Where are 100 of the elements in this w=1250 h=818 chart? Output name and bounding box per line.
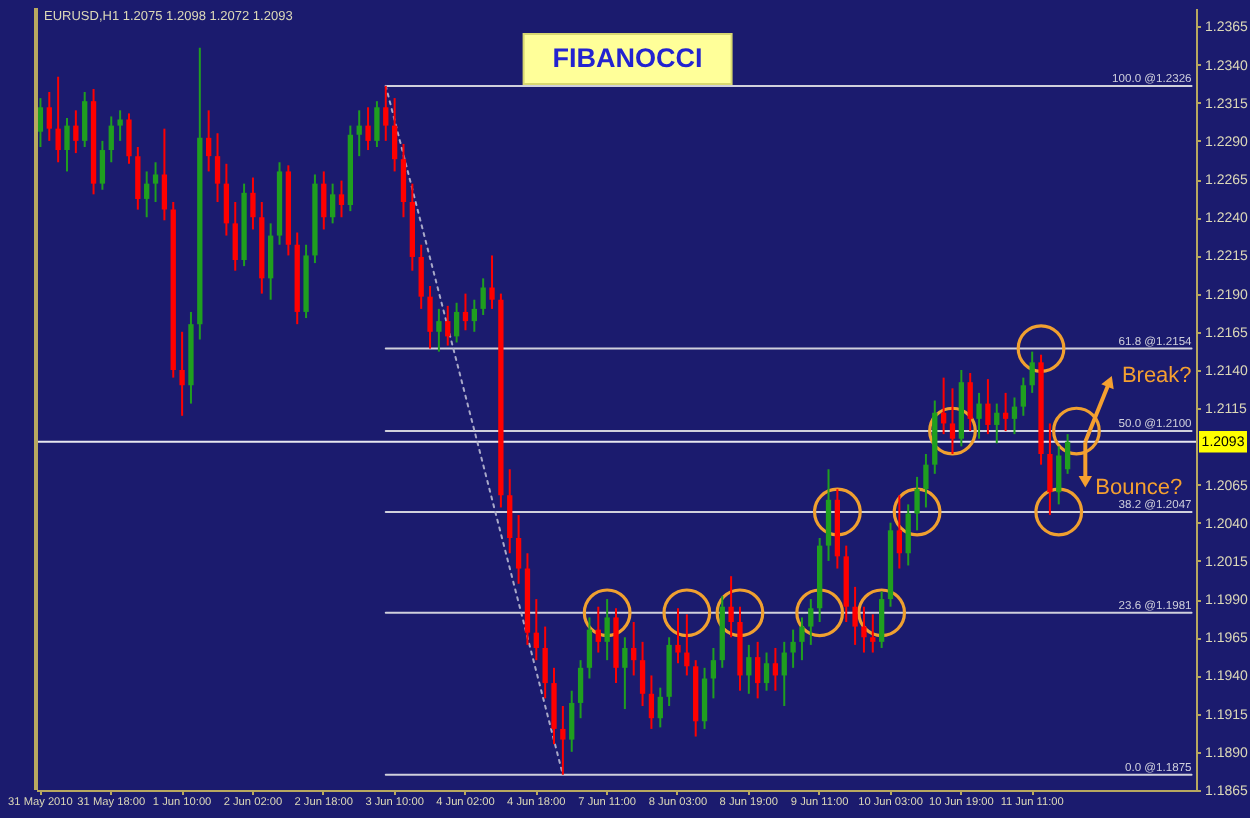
candlestick	[825, 468, 832, 562]
candlestick	[356, 109, 362, 158]
candlestick	[675, 607, 681, 665]
candlestick	[852, 585, 858, 646]
candlestick	[710, 646, 717, 700]
point	[795, 588, 845, 638]
candlestick	[489, 254, 495, 310]
candlestick	[595, 605, 601, 654]
candlestick	[445, 304, 451, 347]
candlestick	[268, 222, 274, 301]
candlestick	[37, 97, 44, 148]
annotation: Bounce?	[1095, 475, 1183, 500]
candlestick	[82, 91, 88, 148]
candlestick	[453, 301, 460, 344]
candlestick	[1064, 433, 1071, 475]
candlestick	[117, 109, 123, 142]
point	[857, 588, 907, 638]
point	[715, 588, 765, 638]
candlestick	[64, 116, 70, 173]
candlestick	[144, 170, 150, 219]
candlestick	[631, 620, 637, 677]
point	[812, 487, 862, 537]
candlestick	[471, 298, 477, 333]
candlestick	[179, 330, 185, 417]
candlestick	[896, 494, 903, 570]
candlestick	[657, 686, 663, 729]
candlestick	[232, 200, 238, 272]
candlestick	[507, 468, 513, 555]
candlestick	[604, 598, 610, 662]
candlestick	[55, 75, 61, 164]
candlestick	[462, 292, 469, 332]
candlestick	[790, 628, 796, 669]
candlestick	[701, 666, 708, 730]
candlestick	[126, 112, 132, 165]
candlestick	[542, 625, 548, 700]
candlestick	[861, 605, 867, 654]
candlestick	[329, 182, 336, 225]
candlestick	[365, 106, 371, 152]
candlestick	[878, 590, 885, 649]
candlestick	[923, 452, 929, 509]
candlestick	[967, 372, 973, 433]
candlestick	[994, 402, 1000, 445]
candlestick	[391, 97, 398, 173]
point	[662, 588, 712, 638]
point	[1052, 406, 1101, 456]
candlestick	[515, 514, 522, 585]
candlestick	[383, 84, 389, 142]
candlestick	[648, 674, 655, 730]
candlestick	[808, 598, 814, 646]
candlestick	[746, 643, 752, 695]
text: FIBANOCCI	[552, 43, 703, 73]
point	[1016, 324, 1066, 373]
candlestick	[46, 91, 52, 142]
candlestick	[551, 666, 557, 746]
candlestick	[418, 243, 424, 310]
candlestick	[755, 640, 761, 700]
candlestick	[870, 613, 876, 654]
candlestick	[321, 170, 327, 231]
candlestick	[533, 598, 539, 662]
candlestick	[1056, 445, 1062, 506]
candlestick	[1029, 350, 1035, 394]
candlestick	[99, 139, 106, 191]
candlestick	[728, 575, 734, 639]
candlestick	[976, 391, 982, 440]
candlestick	[374, 100, 380, 148]
candlestick	[763, 651, 770, 692]
candlestick	[1020, 376, 1026, 417]
point	[928, 406, 977, 456]
candlestick	[949, 387, 956, 455]
point	[582, 588, 632, 638]
candlestick	[781, 640, 787, 707]
candlestick	[223, 162, 230, 237]
candlestick	[436, 307, 442, 353]
point	[1034, 487, 1084, 537]
candlestick	[108, 115, 114, 164]
candlestick	[135, 145, 141, 211]
candlestick	[480, 277, 486, 316]
candlestick	[161, 127, 168, 222]
candlestick	[427, 284, 433, 350]
candlestick	[586, 616, 593, 680]
candlestick	[569, 689, 575, 753]
annotation: Break?	[1121, 363, 1192, 388]
candlestick	[639, 640, 646, 707]
candlestick	[560, 705, 566, 776]
candlestick	[799, 616, 805, 662]
candlestick	[1011, 396, 1018, 436]
candlestick	[1047, 422, 1053, 517]
candlestick	[250, 176, 256, 231]
candlestick	[905, 503, 911, 567]
point	[892, 487, 942, 537]
candlestick	[914, 475, 920, 532]
candlestick	[206, 109, 212, 173]
candlestick	[152, 161, 159, 203]
candlestick	[772, 646, 779, 692]
candlestick	[338, 179, 345, 219]
candlestick	[577, 659, 584, 720]
candlestick	[985, 378, 991, 436]
candlestick	[214, 132, 221, 203]
candlestick	[622, 636, 628, 711]
candlestick	[73, 109, 79, 155]
